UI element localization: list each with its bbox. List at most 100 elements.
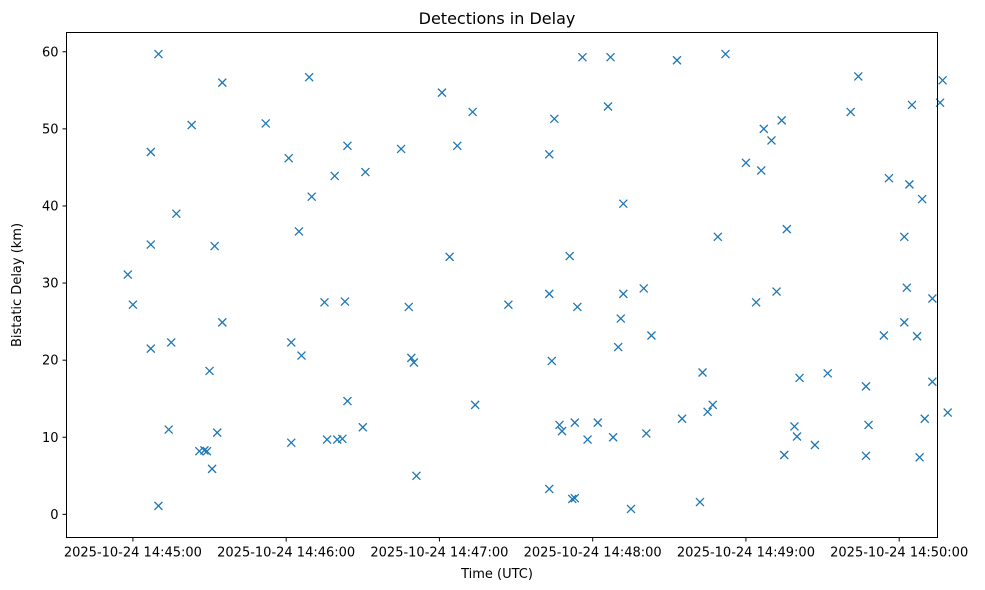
x-tick-label: 2025-10-24 14:46:00 <box>217 546 355 561</box>
data-point-marker <box>613 342 623 352</box>
x-tick-label: 2025-10-24 14:49:00 <box>677 546 815 561</box>
x-axis: 2025-10-24 14:45:00 2025-10-24 14:46:00 20… <box>64 537 968 561</box>
data-point-marker <box>187 120 197 130</box>
data-point-marker <box>284 153 294 163</box>
data-point-marker <box>639 284 649 293</box>
data-point-marker <box>166 337 176 347</box>
data-point-marker <box>286 337 296 347</box>
data-point-marker <box>340 297 350 307</box>
y-tick-label: 0 <box>50 508 58 523</box>
data-point-marker <box>358 422 368 432</box>
data-point-marker <box>938 75 948 85</box>
data-point-marker <box>864 420 873 430</box>
data-point-marker <box>337 434 347 444</box>
data-point-marker <box>920 414 930 424</box>
y-tick-label: 40 <box>42 199 59 214</box>
data-point-marker <box>406 353 416 363</box>
data-point-marker <box>294 226 304 236</box>
data-point-marker <box>330 171 340 181</box>
y-tick-label: 60 <box>42 45 59 60</box>
data-point-marker <box>470 400 480 410</box>
data-point-marker <box>286 438 296 448</box>
data-point-marker <box>261 119 271 128</box>
data-point-marker <box>777 115 787 125</box>
data-point-marker <box>164 425 174 435</box>
y-axis: 0 10 20 30 40 50 60 <box>42 45 67 523</box>
data-point-marker <box>593 418 603 428</box>
y-tick-label: 30 <box>42 277 59 292</box>
data-point-marker <box>360 167 370 177</box>
data-point-marker <box>902 283 912 293</box>
data-point-marker <box>618 289 628 299</box>
data-point-marker <box>565 251 575 261</box>
y-tick-label: 20 <box>42 354 59 369</box>
data-point-marker <box>123 270 133 280</box>
data-point-marker <box>411 471 421 481</box>
data-point-marker <box>404 302 414 312</box>
data-point-marker <box>606 52 616 62</box>
data-point-marker <box>544 289 554 299</box>
data-point-marker <box>128 300 138 310</box>
data-point-marker <box>792 432 802 441</box>
data-point-marker <box>567 494 577 504</box>
y-axis-label: Bistatic Delay (km) <box>10 223 25 347</box>
data-point-marker <box>583 435 593 445</box>
data-point-marker <box>713 232 723 242</box>
data-point-marker <box>343 141 352 151</box>
data-point-marker <box>884 173 894 183</box>
data-point-marker <box>708 400 718 410</box>
x-tick-label: 2025-10-24 14:45:00 <box>64 546 202 561</box>
data-point-marker <box>557 426 567 436</box>
plot-frame <box>66 32 938 538</box>
data-point-marker <box>503 300 513 310</box>
data-point-marker <box>772 287 782 297</box>
data-point-marker <box>646 331 656 340</box>
data-point-marker <box>751 297 761 307</box>
data-point-marker <box>409 358 419 367</box>
data-point-marker <box>790 422 799 431</box>
data-point-marker <box>899 317 909 327</box>
data-point-marker <box>555 420 564 430</box>
chart-title: Detections in Delay <box>419 9 576 28</box>
data-point-marker <box>437 88 447 98</box>
data-point-marker <box>915 452 925 462</box>
data-point-marker <box>396 144 406 154</box>
data-point-marker <box>570 418 580 428</box>
data-point-marker <box>570 493 580 503</box>
data-point-marker <box>795 373 805 383</box>
data-point-marker <box>544 149 554 159</box>
data-point-marker <box>767 135 776 145</box>
data-point-marker <box>153 501 163 511</box>
data-point-marker <box>861 451 871 461</box>
data-point-marker <box>207 464 217 474</box>
data-point-marker <box>741 158 751 168</box>
data-point-marker <box>695 497 705 507</box>
x-axis-label: Time (UTC) <box>460 567 533 582</box>
data-point-marker <box>322 435 332 445</box>
data-point-marker <box>199 445 209 455</box>
data-point-marker <box>616 314 626 323</box>
data-point-marker <box>210 241 220 251</box>
data-point-marker <box>846 107 856 117</box>
data-point-marker <box>608 432 618 442</box>
data-point-marker <box>677 414 687 424</box>
data-point-marker <box>917 194 927 204</box>
data-point-marker <box>171 209 181 219</box>
data-point-marker <box>307 192 317 202</box>
data-point-marker <box>698 368 707 377</box>
data-point-marker <box>304 72 314 82</box>
data-point-marker <box>146 147 156 157</box>
data-point-marker <box>912 331 922 341</box>
data-point-marker <box>721 49 730 59</box>
data-point-marker <box>146 240 156 249</box>
data-point-marker <box>468 107 478 117</box>
data-point-marker <box>756 166 766 175</box>
data-point-marker <box>603 102 613 111</box>
data-point-marker <box>907 100 917 110</box>
data-point-marker <box>297 351 306 361</box>
data-point-marker <box>782 224 792 234</box>
data-point-marker <box>547 356 557 366</box>
x-tick-label: 2025-10-24 14:50:00 <box>830 546 968 561</box>
plot-area <box>66 32 953 538</box>
x-tick-label: 2025-10-24 14:47:00 <box>370 546 508 561</box>
